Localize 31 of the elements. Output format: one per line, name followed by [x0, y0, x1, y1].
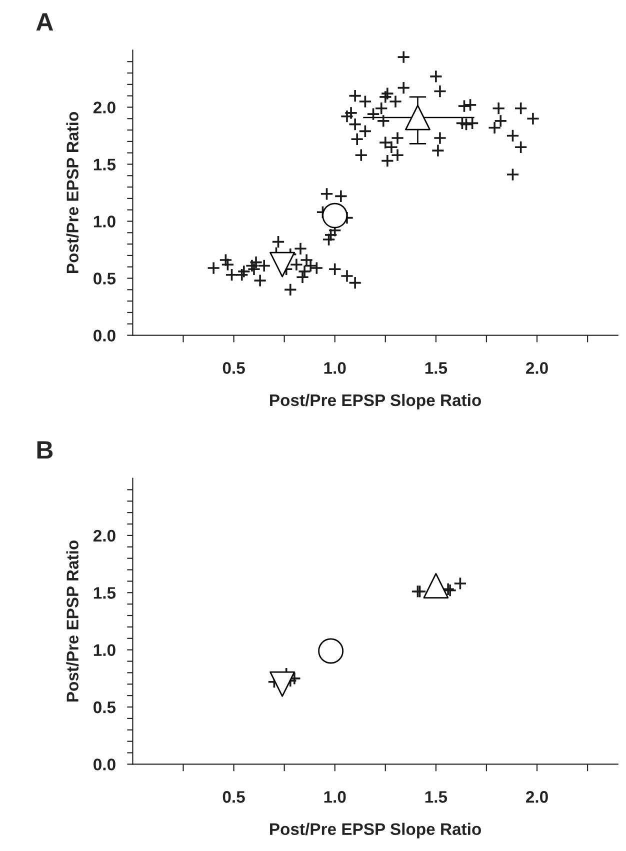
chart-title: B	[37, 441, 53, 458]
chart-title: A	[36, 13, 54, 30]
y-axis-title: Post/Pre EPSP Ratio	[66, 112, 79, 273]
point	[453, 576, 467, 590]
y-tick-label: 1.5	[94, 587, 116, 599]
point	[270, 252, 296, 278]
x-axis-title: Post/Pre EPSP Slope Ratio	[270, 822, 481, 838]
y-tick-label: 0.0	[94, 330, 116, 342]
x-tick-label: 1.0	[324, 362, 346, 374]
y-tick-label: 1.5	[94, 158, 116, 170]
y-tick-label: 0.0	[94, 758, 116, 770]
point	[322, 202, 348, 228]
y-tick-label: 2.0	[93, 530, 116, 542]
x-axis-title: Post/Pre EPSP Slope Ratio	[270, 394, 481, 410]
y-axis-title: Post/Pre EPSP Ratio	[66, 540, 79, 702]
y-tick-label: 1.0	[94, 644, 116, 656]
x-tick-label: 0.5	[222, 362, 245, 374]
x-tick-label: 2.0	[526, 362, 548, 374]
x-tick-label: 1.0	[324, 791, 346, 803]
point	[405, 104, 430, 130]
point	[270, 671, 296, 697]
x-tick-label: 0.5	[222, 791, 245, 803]
x-tick-label: 1.5	[425, 362, 448, 374]
y-tick-label: 0.5	[94, 701, 116, 714]
y-tick-label: 0.5	[94, 272, 116, 284]
point	[423, 573, 449, 598]
x-tick-label: 2.0	[526, 791, 548, 803]
y-tick-label: 1.0	[94, 216, 116, 228]
y-tick-label: 2.0	[93, 102, 116, 114]
x-tick-label: 1.5	[425, 791, 448, 803]
point	[318, 638, 344, 664]
